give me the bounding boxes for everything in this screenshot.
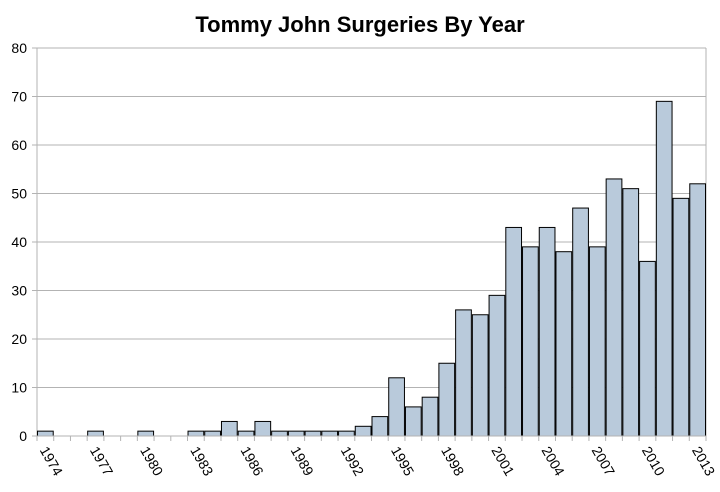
bar-2013 — [689, 183, 707, 437]
bar-2006 — [572, 207, 589, 437]
x-tick-label: 1980 — [137, 444, 167, 479]
bar-1999 — [455, 309, 472, 437]
bar-1988 — [271, 430, 288, 437]
y-tick-label: 30 — [11, 283, 27, 299]
x-tick-label: 1995 — [388, 444, 418, 479]
bar-2008 — [605, 178, 623, 437]
bar-2009 — [622, 188, 640, 437]
bar-1994 — [371, 416, 389, 437]
bar-2003 — [522, 246, 539, 437]
bar-1983 — [187, 430, 205, 437]
bar-1996 — [404, 406, 422, 437]
x-tick-label: 1977 — [87, 444, 117, 479]
x-tick-label: 2001 — [488, 444, 518, 479]
y-tick-label: 40 — [11, 234, 27, 250]
bar-2005 — [555, 251, 573, 437]
bar-2011 — [655, 100, 673, 437]
x-tick-label: 2004 — [539, 444, 569, 479]
x-tick-label: 2007 — [589, 444, 619, 479]
bar-1995 — [388, 377, 405, 437]
bar-1984 — [204, 430, 221, 437]
bar-2002 — [505, 226, 523, 437]
bar-1997 — [421, 396, 439, 437]
bar-1992 — [338, 430, 355, 437]
y-tick-label: 50 — [11, 186, 27, 202]
bar-1989 — [287, 430, 305, 437]
bar-2000 — [471, 314, 489, 437]
bar-1991 — [321, 430, 339, 437]
bar-2012 — [672, 197, 690, 437]
bar-1998 — [438, 362, 456, 437]
y-tick-label: 70 — [11, 89, 27, 105]
x-tick-label: 1983 — [187, 444, 217, 479]
bar-2004 — [538, 226, 556, 437]
bar-2010 — [639, 260, 656, 437]
x-tick-label: 1989 — [288, 444, 318, 479]
x-tick-label: 1986 — [237, 444, 267, 479]
bar-2007 — [588, 246, 606, 437]
x-tick-label: 2013 — [689, 444, 719, 479]
bar-1990 — [304, 430, 322, 437]
x-tick-label: 1992 — [338, 444, 368, 479]
bar-2001 — [488, 294, 506, 437]
bar-1987 — [254, 420, 272, 437]
bar-1993 — [354, 425, 372, 437]
x-tick-label: 1998 — [438, 444, 468, 479]
y-tick-label: 60 — [11, 137, 27, 153]
bar-1985 — [220, 420, 238, 437]
bar-1986 — [237, 430, 255, 437]
y-tick-label: 80 — [11, 40, 27, 56]
chart-title: Tommy John Surgeries By Year — [195, 12, 525, 37]
bar-1977 — [87, 430, 104, 437]
bar-1980 — [137, 430, 155, 437]
x-tick-label: 1974 — [37, 444, 67, 479]
y-tick-label: 20 — [11, 331, 27, 347]
y-tick-label: 0 — [19, 428, 27, 444]
bar-1974 — [37, 430, 54, 437]
y-tick-label: 10 — [11, 380, 27, 396]
x-tick-label: 2010 — [639, 444, 669, 479]
